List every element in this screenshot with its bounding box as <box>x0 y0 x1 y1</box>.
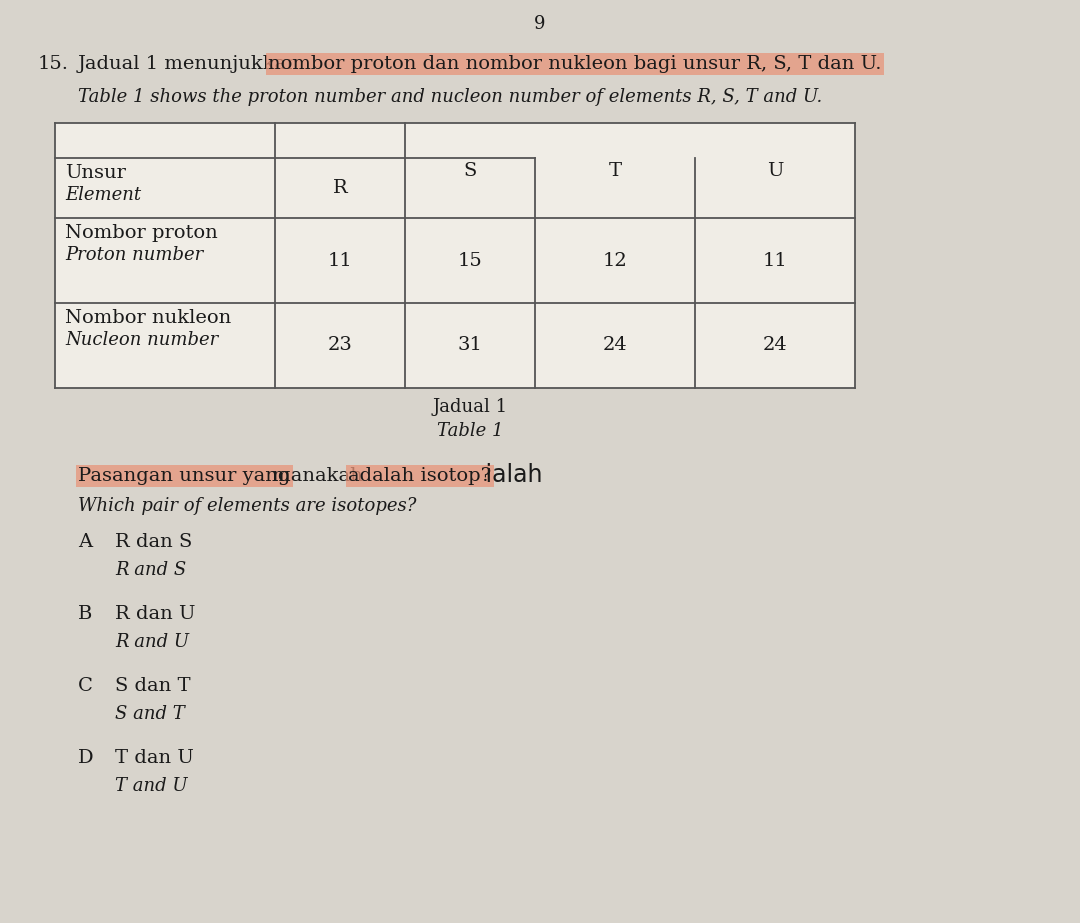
Text: S dan T: S dan T <box>114 677 191 695</box>
Text: T: T <box>608 162 622 179</box>
Text: 31: 31 <box>458 337 483 354</box>
Text: R and S: R and S <box>114 561 186 579</box>
Text: 11: 11 <box>327 251 352 270</box>
Text: Jadual 1: Jadual 1 <box>432 398 508 416</box>
Bar <box>55 123 855 388</box>
Text: Nucleon number: Nucleon number <box>65 331 218 349</box>
Text: B: B <box>78 605 93 623</box>
Text: Nombor nukleon: Nombor nukleon <box>65 309 231 327</box>
Text: D: D <box>78 749 94 767</box>
Text: A: A <box>78 533 92 551</box>
Text: U: U <box>767 162 783 179</box>
Text: Table 1: Table 1 <box>436 422 503 440</box>
Text: Jadual 1 menunjukkan: Jadual 1 menunjukkan <box>78 55 306 73</box>
Text: nombor proton dan nombor nukleon bagi unsur R, S, T dan U.: nombor proton dan nombor nukleon bagi un… <box>268 55 881 73</box>
Text: 9: 9 <box>535 15 545 33</box>
Text: 12: 12 <box>603 251 627 270</box>
Text: S and T: S and T <box>114 705 185 723</box>
Text: Element: Element <box>65 186 141 204</box>
Text: manakah: manakah <box>266 467 369 485</box>
Text: ialah: ialah <box>478 463 542 487</box>
Text: 24: 24 <box>603 337 627 354</box>
Text: S: S <box>463 162 476 179</box>
Text: Which pair of elements are isotopes?: Which pair of elements are isotopes? <box>78 497 417 515</box>
Text: 24: 24 <box>762 337 787 354</box>
Text: adalah isotop?: adalah isotop? <box>348 467 491 485</box>
Text: Nombor proton: Nombor proton <box>65 224 218 242</box>
Text: Table 1 shows the proton number and nucleon number of elements R, S, T and U.: Table 1 shows the proton number and nucl… <box>78 88 822 106</box>
Text: 11: 11 <box>762 251 787 270</box>
Text: R dan S: R dan S <box>114 533 192 551</box>
Text: T dan U: T dan U <box>114 749 193 767</box>
Text: T and U: T and U <box>114 777 188 795</box>
Text: 15: 15 <box>458 251 483 270</box>
Text: 23: 23 <box>327 337 352 354</box>
Text: Proton number: Proton number <box>65 246 203 264</box>
Text: R dan U: R dan U <box>114 605 195 623</box>
Text: 15.: 15. <box>38 55 69 73</box>
Text: R: R <box>333 179 348 197</box>
Text: C: C <box>78 677 93 695</box>
Text: Unsur: Unsur <box>65 164 126 182</box>
Text: R and U: R and U <box>114 633 189 651</box>
Text: Pasangan unsur yang: Pasangan unsur yang <box>78 467 291 485</box>
